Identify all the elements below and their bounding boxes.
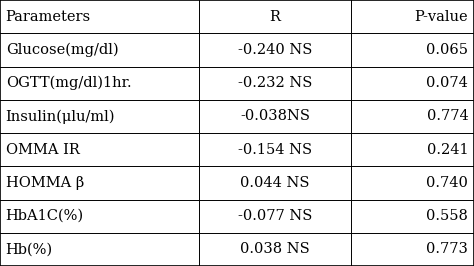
Text: 0.774: 0.774 <box>427 109 468 123</box>
Text: HOMMA β: HOMMA β <box>6 176 84 190</box>
Text: 0.558: 0.558 <box>427 209 468 223</box>
Text: R: R <box>270 10 280 24</box>
Text: 0.740: 0.740 <box>427 176 468 190</box>
Text: -0.232 NS: -0.232 NS <box>238 76 312 90</box>
Text: 0.241: 0.241 <box>427 143 468 157</box>
Text: Insulin(μlu/ml): Insulin(μlu/ml) <box>6 109 115 124</box>
Text: OMMA IR: OMMA IR <box>6 143 80 157</box>
Text: Glucose(mg/dl): Glucose(mg/dl) <box>6 43 118 57</box>
Text: 0.773: 0.773 <box>427 242 468 256</box>
Text: 0.074: 0.074 <box>427 76 468 90</box>
Text: P-value: P-value <box>415 10 468 24</box>
Text: -0.240 NS: -0.240 NS <box>238 43 312 57</box>
Text: 0.044 NS: 0.044 NS <box>240 176 310 190</box>
Text: OGTT(mg/dl)1hr.: OGTT(mg/dl)1hr. <box>6 76 131 90</box>
Text: 0.065: 0.065 <box>426 43 468 57</box>
Text: Parameters: Parameters <box>6 10 91 24</box>
Text: -0.038NS: -0.038NS <box>240 109 310 123</box>
Text: HbA1C(%): HbA1C(%) <box>6 209 84 223</box>
Text: -0.154 NS: -0.154 NS <box>238 143 312 157</box>
Text: -0.077 NS: -0.077 NS <box>238 209 312 223</box>
Text: Hb(%): Hb(%) <box>6 242 53 256</box>
Text: 0.038 NS: 0.038 NS <box>240 242 310 256</box>
